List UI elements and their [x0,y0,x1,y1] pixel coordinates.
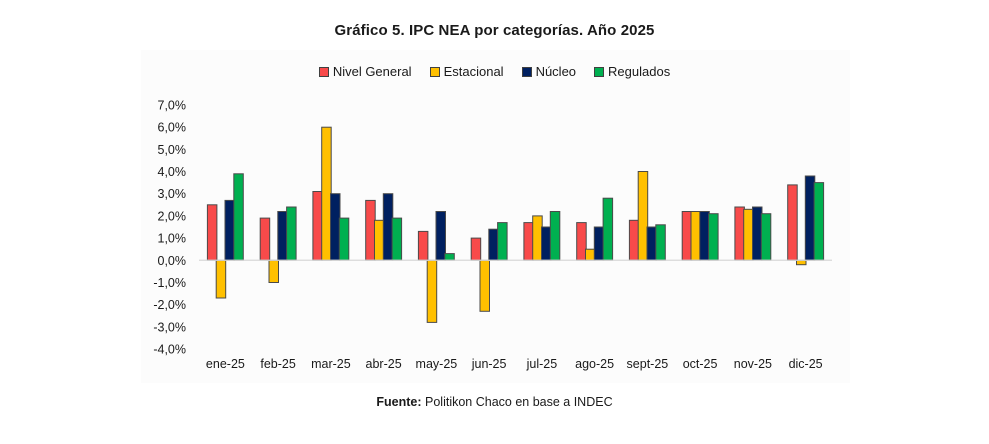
legend-label: Regulados [608,64,671,79]
legend-swatch [429,66,440,77]
y-tick-label: 3,0% [158,187,187,201]
bar-regulados [602,197,614,261]
bar-regulados [338,217,350,261]
bar-regulados [391,217,403,261]
y-tick-label: -1,0% [153,276,186,290]
source-label: Fuente: [376,395,422,409]
bar-nivel-general [259,217,271,261]
bar-nivel-general [470,237,482,261]
bar-nivel-general [628,219,640,261]
bar-nucleo [382,193,394,261]
bar-nivel-general [576,222,587,261]
x-tick-label: may-25 [416,357,458,371]
bar-estacional [743,208,754,261]
bar-estacional [479,259,490,312]
y-tick-label: 4,0% [158,165,187,179]
x-tick-label: oct-25 [683,357,718,371]
x-tick-label: ago-25 [575,357,614,371]
legend-swatch [318,66,329,77]
bar-nucleo [488,228,499,261]
y-tick-label: 5,0% [158,143,187,157]
legend-label: Núcleo [535,64,577,79]
y-tick-label: 1,0% [158,232,187,246]
legend-swatch [594,66,605,77]
legend-item-nivel-general[interactable]: Nivel General [318,64,412,79]
bar-regulados [497,222,508,261]
x-tick-label: mar-25 [311,357,351,371]
bar-estacional [690,211,701,261]
bar-estacional [532,215,543,261]
x-tick-label: nov-25 [734,357,772,371]
bar-regulados [813,182,825,261]
legend-item-regulados[interactable]: Regulados [594,64,670,79]
x-tick-label: feb-25 [260,357,295,371]
bar-estacional [321,126,332,261]
bar-nucleo [277,211,288,261]
bar-estacional [637,171,649,261]
bar-estacional [585,248,596,261]
bar-nivel-general [417,230,429,261]
chart-title: Gráfico 5. IPC NEA por categorías. Año 2… [334,22,655,39]
bar-regulados [444,253,455,261]
bar-estacional [268,259,279,283]
bar-nucleo [435,211,446,261]
bar-regulados [286,206,297,261]
bar-nivel-general [681,211,693,261]
y-tick-label: 2,0% [158,209,187,223]
chart-source: Fuente: Politikon Chaco en base a INDEC [0,395,989,409]
bar-nucleo [224,199,235,261]
bar-nivel-general [312,191,323,261]
x-tick-label: jun-25 [471,357,507,371]
y-tick-label: -2,0% [153,298,186,312]
bar-nivel-general [787,184,798,261]
y-tick-label: 0,0% [158,254,187,268]
x-tick-label: dic-25 [789,357,823,371]
x-tick-label: sept-25 [627,357,669,371]
bar-estacional [215,259,227,299]
bar-nucleo [330,193,341,261]
bar-estacional [374,219,385,261]
x-tick-label: ene-25 [206,357,245,371]
bar-nivel-general [365,199,376,261]
legend-swatch [521,66,532,77]
x-tick-label: abr-25 [366,357,402,371]
x-tick-label: jul-25 [526,357,558,371]
bar-nivel-general [523,222,534,261]
bar-nucleo [593,226,605,261]
bar-regulados [549,211,561,261]
chart-legend: Nivel General Estacional Núcleo Regulado… [0,64,989,79]
bar-regulados [760,213,772,261]
legend-item-nucleo[interactable]: Núcleo [521,64,577,79]
source-text: Politikon Chaco en base a INDEC [421,395,613,409]
bar-nucleo [804,175,816,261]
legend-label: Estacional [443,64,504,79]
bar-estacional [796,259,807,266]
bar-nivel-general [206,204,218,261]
bar-nivel-general [734,206,745,261]
y-tick-label: 7,0% [158,99,187,113]
chart-panel [141,50,850,383]
y-tick-label: 6,0% [158,121,187,135]
y-tick-label: -4,0% [153,343,186,357]
bar-nucleo [646,226,657,261]
bar-nucleo [752,206,763,261]
bar-regulados [708,213,719,261]
bar-estacional [426,259,438,323]
bar-regulados [655,224,666,261]
bar-nucleo [541,226,552,261]
y-tick-label: -3,0% [153,320,186,334]
legend-item-estacional[interactable]: Estacional [429,64,504,79]
legend-label: Nivel General [332,64,412,79]
bar-regulados [233,173,244,261]
bar-nucleo [699,211,710,261]
